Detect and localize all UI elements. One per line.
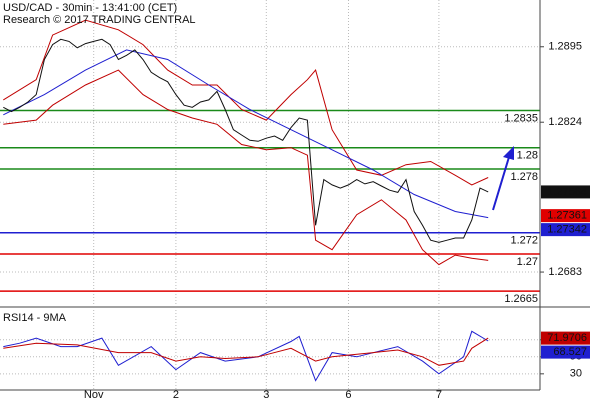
x-tick-label: 2 [173,389,179,400]
value-flag [541,223,590,237]
value-flag-label: 1.27342 [547,224,587,236]
level-label: 1.2835 [504,112,538,124]
chart-subtitle: Research © 2017 TRADING CENTRAL [3,14,196,26]
x-tick-label: Nov [84,389,104,400]
value-flag-label: 1.27361 [547,210,587,222]
x-tick-label: 6 [345,389,351,400]
y-tick-label: 1.2895 [548,41,582,53]
x-tick-label: 3 [263,389,269,400]
y-tick-label: 1.2824 [548,116,582,128]
value-flag [541,331,590,345]
level-label: 1.2665 [504,293,538,305]
series-line [3,19,489,186]
plot-layer: 1.2835 1.28 1.278 1.272 1.27 1.2665 [0,0,544,390]
series-line [3,38,489,243]
y-tick-label: 1.2683 [548,266,582,278]
series-line [3,337,489,366]
value-flag-label: 68.527 [553,346,587,358]
level-label: 1.27 [517,256,538,268]
rsi-title: RSI14 - 9MA [3,312,67,324]
value-flag-label: 71.9706 [547,332,587,344]
x-tick-label: 7 [436,389,442,400]
arrow-head [503,146,514,160]
level-label: 1.278 [510,171,538,183]
value-flag [541,185,590,199]
series-line [3,69,489,266]
level-label: 1.28 [517,150,538,162]
value-flag [541,209,590,223]
level-label: 1.272 [510,235,538,247]
value-flag [541,345,590,359]
chart-title: USD/CAD - 30min - 13:41:00 (CET) [3,2,177,14]
value-flag-label: 1.27584 [547,186,587,198]
y-tick-label: 30 [570,368,582,380]
projection-arrow [492,156,510,211]
series-line [3,49,489,219]
